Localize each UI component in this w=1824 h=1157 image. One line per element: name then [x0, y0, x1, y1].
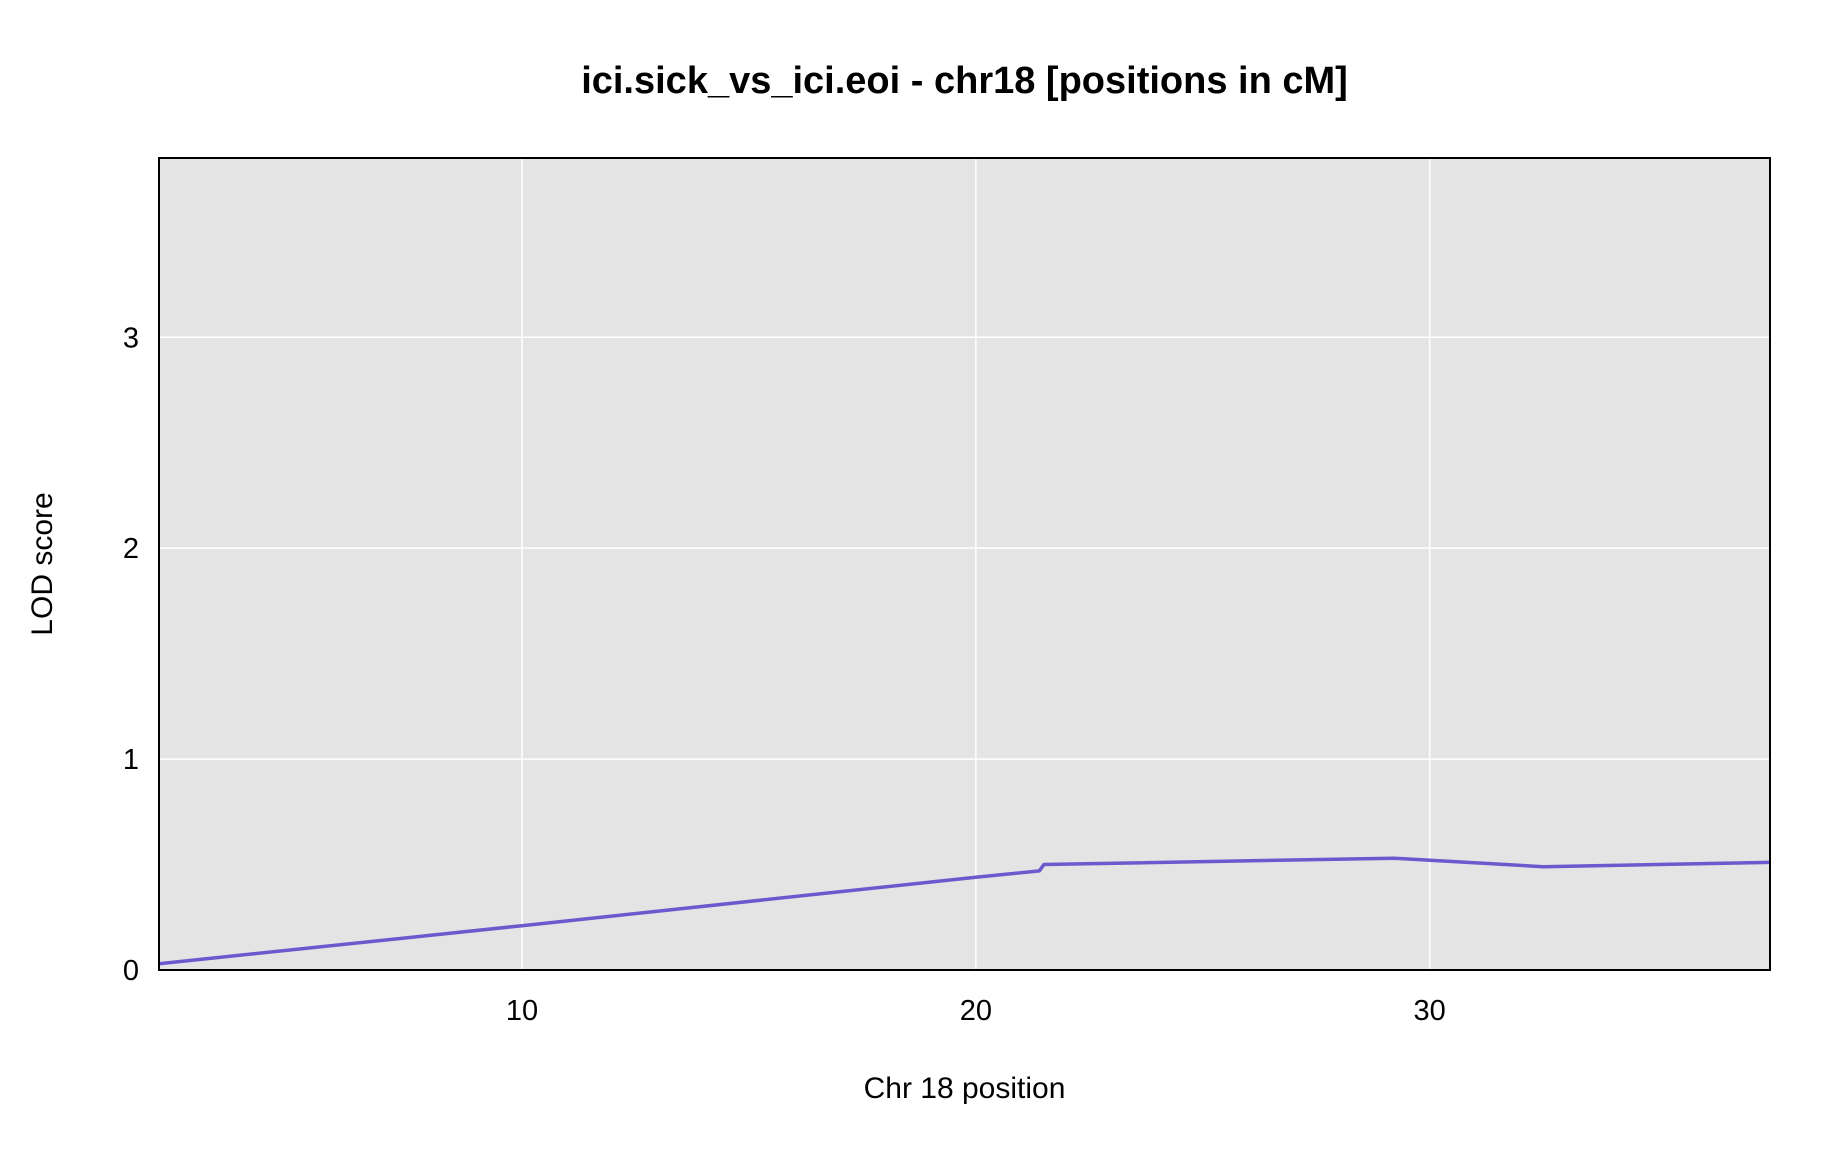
x-tick-label: 30	[1414, 995, 1446, 1027]
plot-frame	[158, 157, 1771, 971]
plot-area	[159, 158, 1770, 970]
chart-title: ici.sick_vs_ici.eoi - chr18 [positions i…	[581, 60, 1348, 102]
tick-labels: 10 20 30 0 1 2 3	[123, 322, 1446, 1027]
y-tick-label: 1	[123, 744, 139, 776]
series-layer	[158, 856, 1771, 966]
grid-lines	[159, 158, 1770, 970]
y-tick-label: 2	[123, 533, 139, 565]
lod-series-line	[158, 856, 1771, 966]
y-tick-label: 3	[123, 322, 139, 354]
x-axis-label: Chr 18 position	[864, 1072, 1066, 1105]
y-axis-label: LOD score	[26, 492, 59, 635]
x-tick-label: 20	[960, 995, 992, 1027]
y-tick-label: 0	[123, 955, 139, 987]
x-tick-label: 10	[506, 995, 538, 1027]
